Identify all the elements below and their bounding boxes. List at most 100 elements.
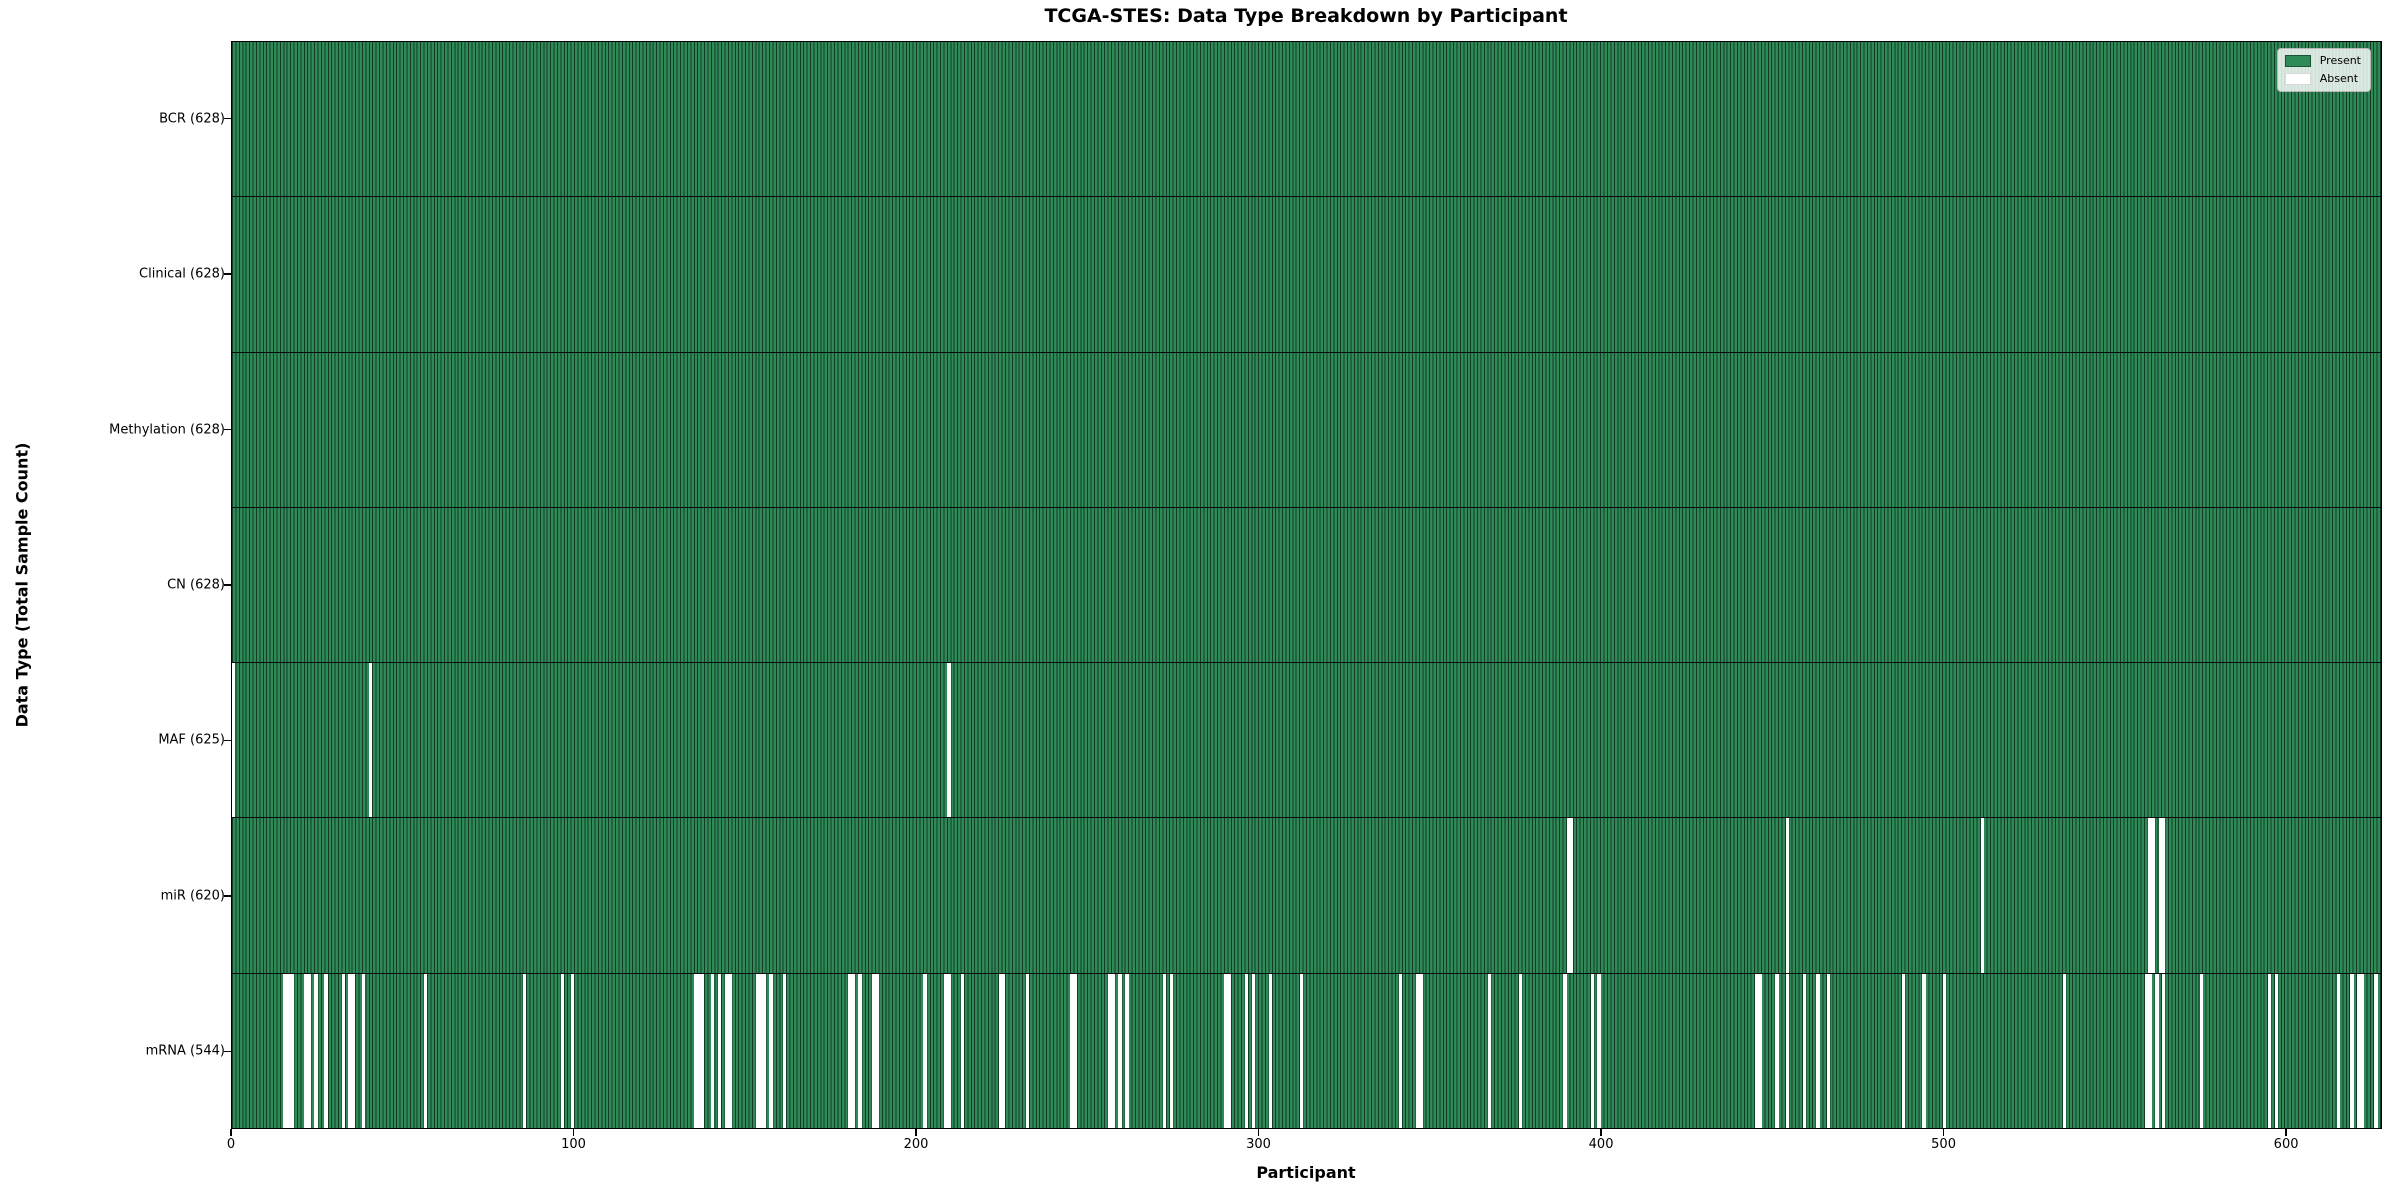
absent-stripe <box>1785 818 1789 973</box>
legend-label-absent: Absent <box>2319 72 2359 85</box>
y-tick-label-maf: MAF (625) <box>158 732 225 748</box>
legend-item-present: Present <box>2284 54 2361 68</box>
absent-stripe <box>2144 973 2149 1128</box>
y-tick-label-mrna: mRNA (544) <box>145 1043 225 1059</box>
absent-stripe <box>2161 818 2166 973</box>
absent-stripe <box>2336 973 2340 1128</box>
absent-stripe <box>522 973 527 1128</box>
absent-stripe <box>998 973 1002 1128</box>
absent-stripe <box>1001 973 1006 1128</box>
absent-stripe <box>1073 973 1078 1128</box>
absent-stripe <box>2374 973 2378 1128</box>
x-tick-label-600: 600 <box>2273 1137 2299 1152</box>
absent-stripe <box>368 663 373 818</box>
absent-stripe <box>1162 973 1167 1128</box>
absent-stripe <box>351 973 356 1128</box>
y-tick-mark <box>224 117 231 120</box>
x-tick-label-0: 0 <box>226 1137 236 1152</box>
absent-stripe <box>947 973 951 1128</box>
absent-stripe <box>1775 973 1779 1128</box>
absent-stripe <box>1826 973 1831 1128</box>
absent-stripe <box>1942 973 1947 1128</box>
y-tick-label-mir: miR (620) <box>160 888 225 904</box>
y-tick-label-methylation: Methylation (628) <box>109 422 225 438</box>
x-tick-mark <box>2285 1129 2287 1136</box>
legend: Present Absent <box>2276 48 2371 92</box>
absent-stripe <box>1419 973 1423 1128</box>
absent-stripe <box>717 973 722 1128</box>
absent-stripe <box>1785 973 1789 1128</box>
absent-stripe <box>724 973 729 1128</box>
absent-stripe <box>1590 973 1594 1128</box>
plot-area <box>231 41 2382 1129</box>
absent-stripe <box>2268 973 2272 1128</box>
data-type-row-clinical <box>232 197 2381 353</box>
absent-stripe <box>2274 973 2279 1128</box>
absent-stripe <box>1169 973 1174 1128</box>
absent-stripe <box>1569 818 1574 973</box>
absent-stripe <box>1563 973 1567 1128</box>
y-tick-label-clinical: Clinical (628) <box>139 266 225 282</box>
absent-stripe <box>1025 973 1030 1128</box>
y-tick-mark <box>224 895 231 897</box>
absent-stripe <box>1901 973 1906 1128</box>
absent-stripe <box>283 973 287 1128</box>
data-type-row-mir <box>232 818 2381 974</box>
absent-stripe <box>2148 973 2152 1128</box>
absent-stripe <box>782 973 787 1128</box>
y-tick-mark <box>224 584 231 586</box>
legend-item-absent: Absent <box>2284 72 2361 86</box>
x-tick-mark <box>230 1129 232 1136</box>
y-tick-mark <box>224 1050 231 1053</box>
absent-swatch-icon <box>2284 73 2311 85</box>
absent-stripe <box>1980 818 1985 973</box>
x-tick-mark <box>1600 1129 1602 1136</box>
absent-stripe <box>2161 973 2166 1128</box>
absent-stripe <box>1754 973 1759 1128</box>
absent-stripe <box>960 973 965 1128</box>
y-tick-mark <box>224 739 231 742</box>
absent-stripe <box>875 973 879 1128</box>
absent-stripe <box>1299 973 1304 1128</box>
absent-stripe <box>307 973 311 1128</box>
absent-stripe <box>1108 973 1112 1128</box>
data-type-row-mrna <box>232 973 2381 1128</box>
absent-stripe <box>851 973 855 1128</box>
absent-stripe <box>1802 973 1807 1128</box>
x-tick-mark <box>915 1129 917 1136</box>
absent-stripe <box>947 663 951 818</box>
y-tick-mark <box>224 273 231 275</box>
absent-stripe <box>1487 973 1492 1128</box>
x-axis-label: Participant <box>1256 1163 1356 1182</box>
absent-stripe <box>728 973 732 1128</box>
absent-stripe <box>758 973 763 1128</box>
x-tick-mark <box>1942 1129 1945 1136</box>
absent-stripe <box>2158 818 2162 973</box>
x-tick-mark <box>1257 1129 1260 1136</box>
data-type-row-cn <box>232 507 2381 664</box>
absent-stripe <box>1922 973 1926 1128</box>
present-swatch-icon <box>2284 55 2311 67</box>
absent-stripe <box>1224 973 1228 1128</box>
absent-stripe <box>290 973 294 1128</box>
x-tick-label-100: 100 <box>561 1137 586 1152</box>
x-tick-label-300: 300 <box>1246 1137 1271 1152</box>
absent-stripe <box>341 973 345 1128</box>
x-tick-mark <box>572 1129 575 1136</box>
absent-stripe <box>1816 973 1820 1128</box>
absent-stripe <box>2360 973 2364 1128</box>
absent-stripe <box>1070 973 1074 1128</box>
absent-stripe <box>755 973 759 1128</box>
absent-stripe <box>314 973 318 1128</box>
absent-stripe <box>286 973 291 1128</box>
absent-stripe <box>2350 973 2354 1128</box>
absent-stripe <box>303 973 308 1128</box>
data-type-row-methylation <box>232 352 2381 508</box>
absent-stripe <box>560 973 564 1128</box>
absent-stripe <box>2151 818 2156 973</box>
absent-stripe <box>1118 973 1122 1128</box>
legend-label-present: Present <box>2319 54 2361 67</box>
absent-stripe <box>847 973 852 1128</box>
absent-stripe <box>2357 973 2361 1128</box>
absent-stripe <box>1251 973 1256 1128</box>
